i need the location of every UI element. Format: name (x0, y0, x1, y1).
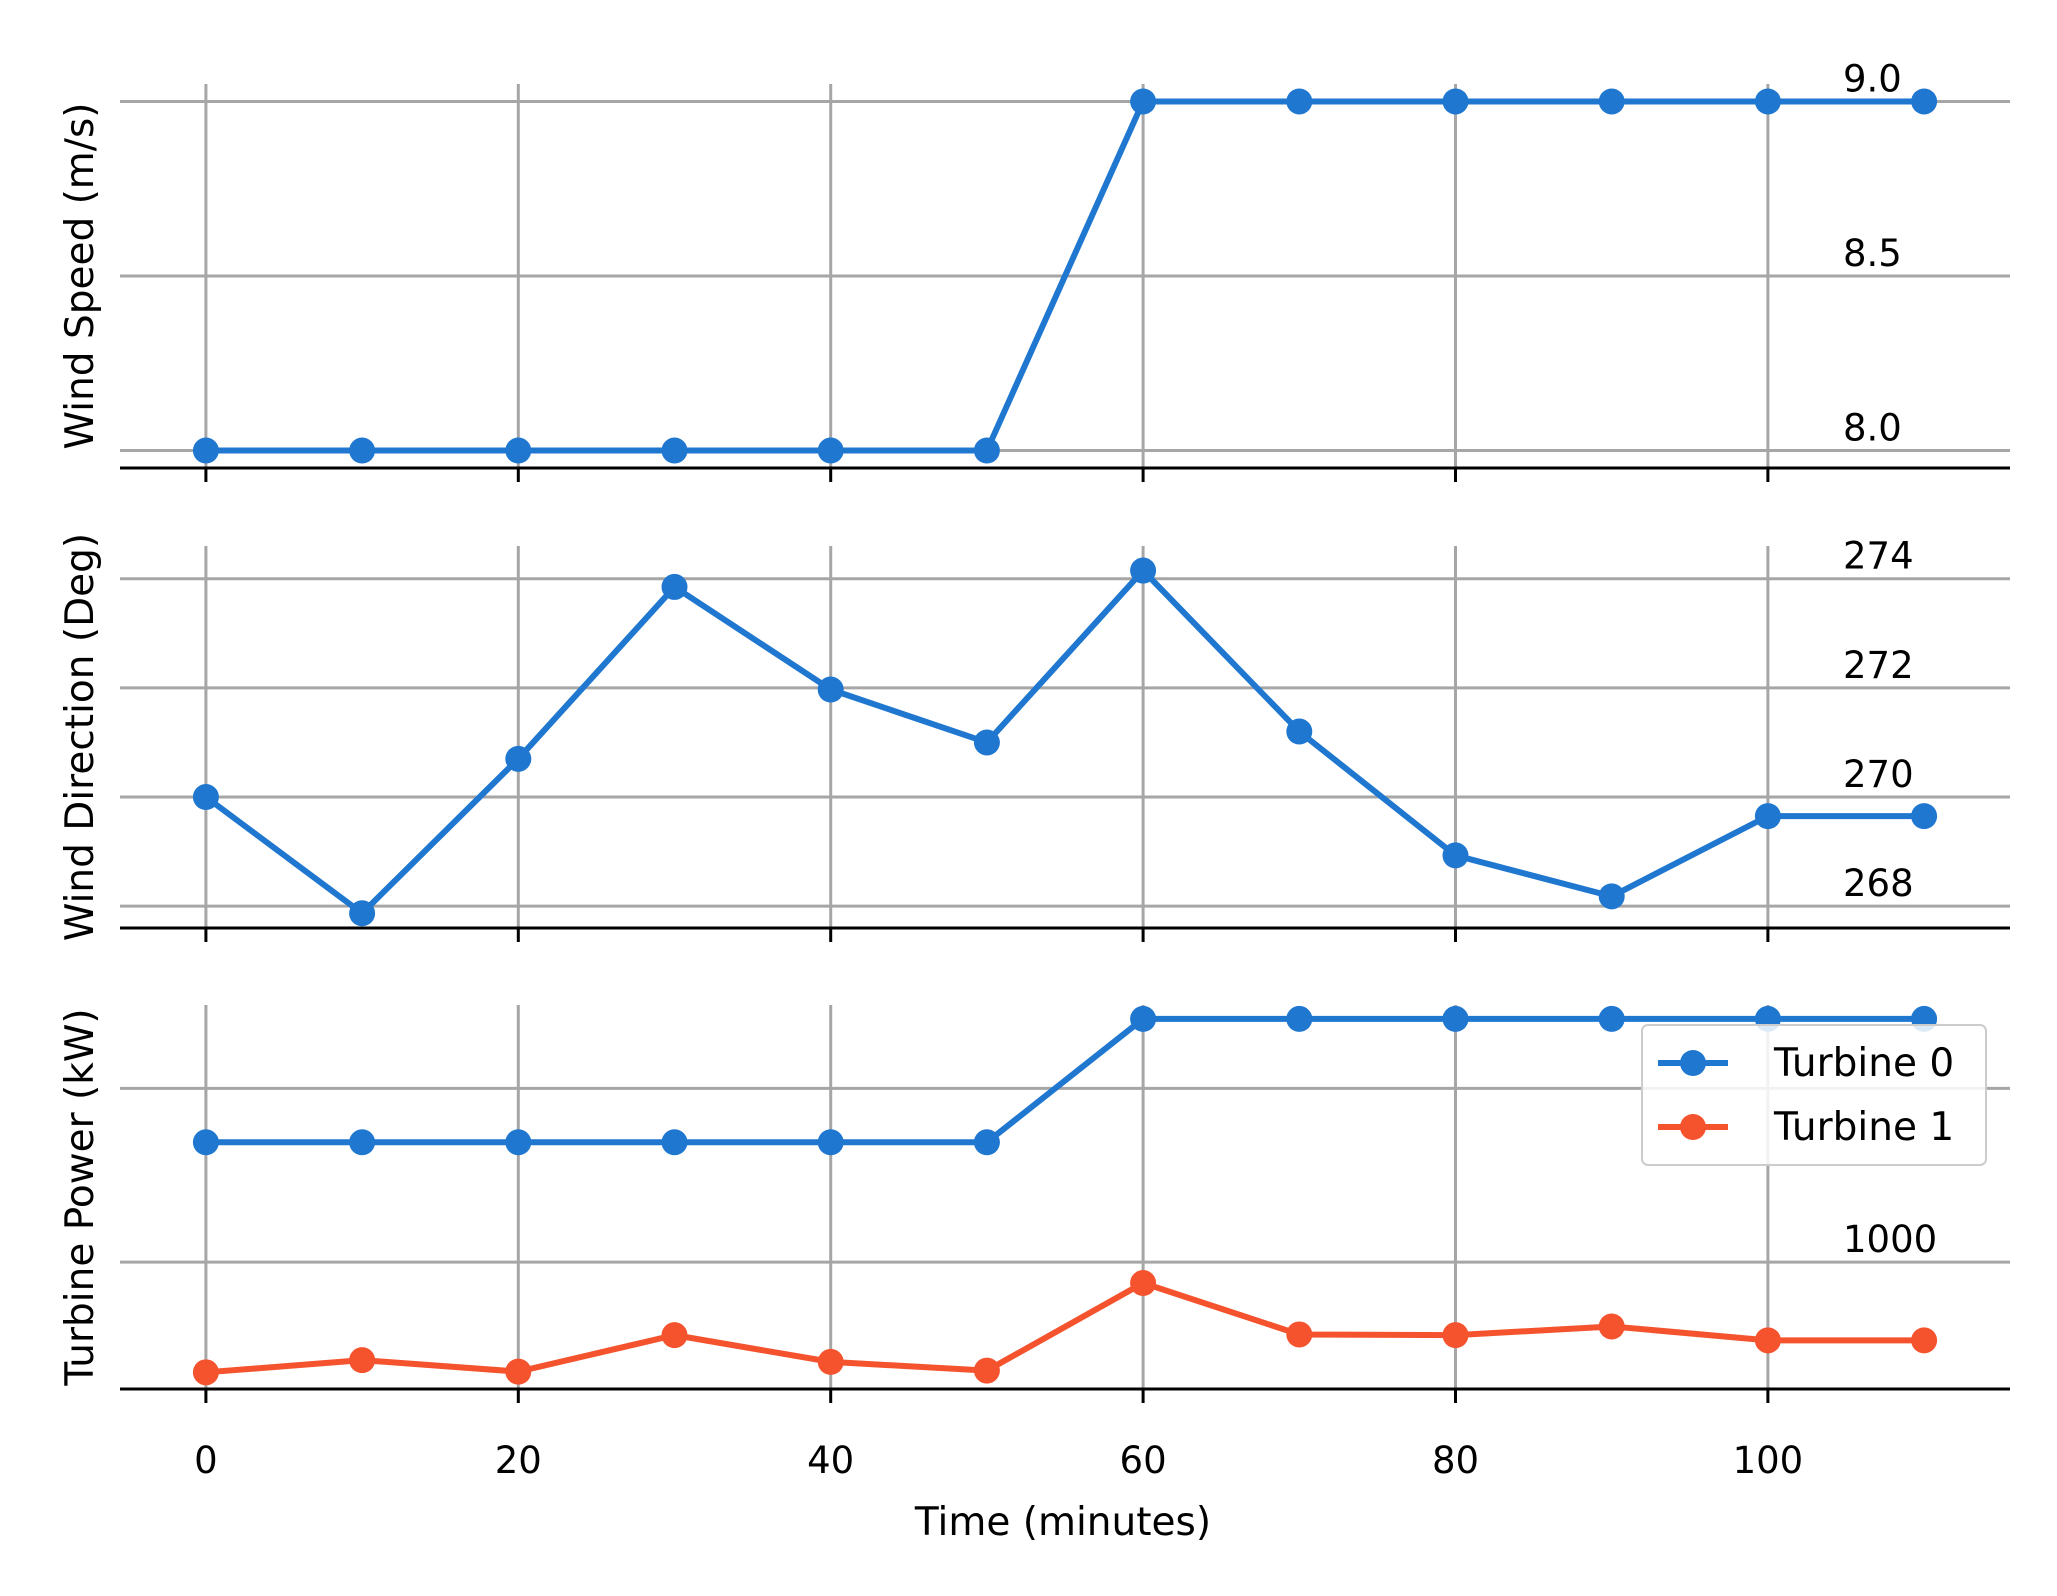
data-point (1598, 1313, 1625, 1340)
data-point (1286, 718, 1313, 745)
y-axis-title: Wind Speed (m/s) (58, 103, 103, 450)
data-point (505, 1129, 532, 1156)
data-point (1442, 1005, 1469, 1032)
data-point (973, 1129, 1000, 1156)
data-point (817, 1348, 844, 1375)
data-point (661, 1129, 688, 1156)
data-point (1442, 88, 1469, 115)
data-point (1598, 88, 1625, 115)
x-tick-label: 100 (1733, 1439, 1804, 1482)
data-point (1286, 1005, 1313, 1032)
y-axis-title: Wind Direction (Deg) (58, 533, 103, 941)
series-turbine-0 (192, 1005, 1938, 1156)
data-point (1130, 1270, 1157, 1297)
data-point (1130, 88, 1157, 115)
data-point (1130, 1005, 1157, 1032)
data-point (661, 437, 688, 464)
data-point (1130, 557, 1157, 584)
data-point (1286, 88, 1313, 115)
panel-turbine-power: 1000 Turbine Power (kW) Turbine 0 Turbine 1 (58, 1005, 2010, 1403)
data-point (661, 573, 688, 600)
data-point (973, 437, 1000, 464)
panel-wind-direction: 268 270 272 274 Wind Direction (Deg) (58, 533, 2010, 942)
data-point (1911, 1327, 1938, 1354)
data-point (1442, 1322, 1469, 1349)
data-point (817, 437, 844, 464)
data-point (817, 1129, 844, 1156)
y-tick-label: 9.0 (1843, 57, 1902, 100)
x-axis-title: Time (minutes) (914, 1500, 1211, 1545)
data-point (192, 1129, 219, 1156)
series-wind-speed (192, 88, 1938, 464)
data-point (349, 900, 376, 927)
data-point (1598, 1005, 1625, 1032)
series-turbine-1 (192, 1270, 1938, 1386)
data-point (1754, 88, 1781, 115)
series-line (205, 98, 1925, 454)
data-point (1598, 883, 1625, 910)
data-point (505, 437, 532, 464)
data-point (1442, 842, 1469, 869)
data-point (1754, 1327, 1781, 1354)
data-point (973, 1357, 1000, 1384)
series-line (205, 1015, 1925, 1146)
y-tick-label: 268 (1843, 862, 1914, 905)
data-point (1911, 88, 1938, 115)
data-point (661, 1322, 688, 1349)
series-line (204, 567, 1925, 917)
legend-item: Turbine 1 (1658, 1105, 1954, 1150)
data-point (1286, 1321, 1313, 1348)
y-tick-label: 272 (1843, 644, 1914, 687)
data-point (349, 1347, 376, 1374)
x-tick-label: 20 (495, 1439, 542, 1482)
data-point (192, 1359, 219, 1386)
data-point (505, 1358, 532, 1385)
legend-label: Turbine 0 (1773, 1041, 1954, 1086)
data-point (973, 729, 1000, 756)
legend-item: Turbine 0 (1658, 1041, 1954, 1086)
y-tick-label: 1000 (1843, 1218, 1937, 1261)
data-point (817, 676, 844, 703)
x-tick-labels: 0 20 40 60 80 100 (194, 1439, 1803, 1482)
series-wind-direction (192, 557, 1938, 927)
panel-wind-speed: 8.0 8.5 9.0 Wind Speed (m/s) (58, 57, 2010, 482)
y-tick-label: 274 (1843, 535, 1914, 578)
data-point (1754, 803, 1781, 830)
data-point (349, 1129, 376, 1156)
y-tick-label: 8.5 (1843, 232, 1902, 275)
x-tick-label: 60 (1120, 1439, 1167, 1482)
x-tick-label: 0 (194, 1439, 218, 1482)
data-point (192, 437, 219, 464)
x-tick-label: 80 (1432, 1439, 1479, 1482)
x-tick-label: 40 (807, 1439, 854, 1482)
y-axis-title: Turbine Power (kW) (58, 1008, 103, 1386)
legend-marker (1680, 1050, 1706, 1076)
data-point (349, 437, 376, 464)
data-point (505, 745, 532, 772)
data-point (192, 784, 219, 811)
legend-marker (1680, 1114, 1706, 1140)
y-tick-label: 8.0 (1843, 407, 1902, 450)
legend-label: Turbine 1 (1773, 1105, 1954, 1150)
data-point (1911, 803, 1938, 830)
legend: Turbine 0 Turbine 1 (1641, 1024, 1987, 1166)
y-tick-label: 270 (1843, 753, 1914, 796)
series-line (205, 1280, 1925, 1376)
